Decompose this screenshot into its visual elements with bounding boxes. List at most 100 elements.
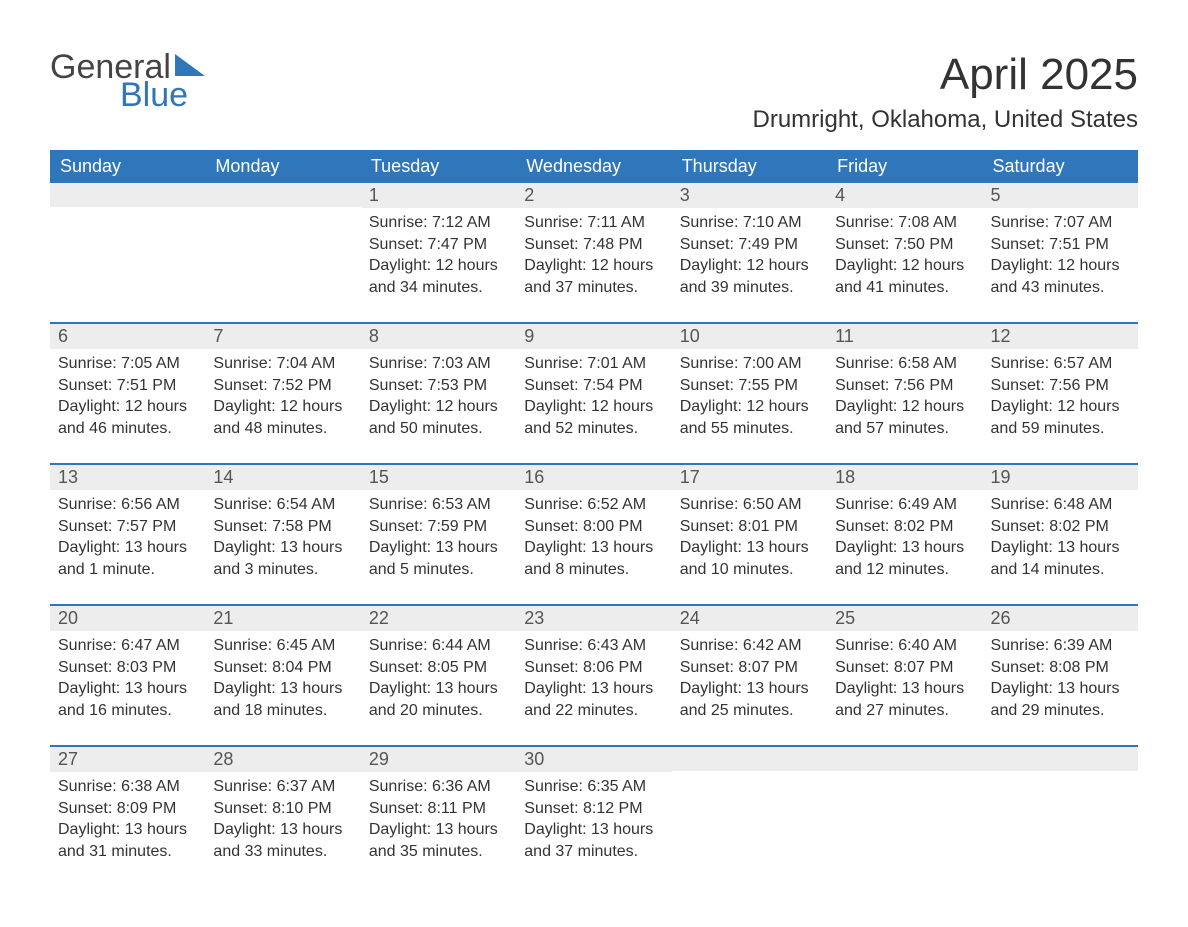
calendar-day-cell: 5Sunrise: 7:07 AMSunset: 7:51 PMDaylight… (983, 183, 1138, 323)
daylight-text: Daylight: 13 hours and 16 minutes. (58, 678, 197, 721)
calendar-day-cell: 7Sunrise: 7:04 AMSunset: 7:52 PMDaylight… (205, 324, 360, 464)
calendar-day-cell: 9Sunrise: 7:01 AMSunset: 7:54 PMDaylight… (516, 324, 671, 464)
sunset-text: Sunset: 7:52 PM (213, 375, 352, 397)
day-number: 5 (983, 183, 1138, 208)
weekday-header: Wednesday (516, 150, 671, 183)
day-number: 29 (361, 747, 516, 772)
sunset-text: Sunset: 7:48 PM (524, 234, 663, 256)
day-details: Sunrise: 6:47 AMSunset: 8:03 PMDaylight:… (50, 631, 205, 729)
sunset-text: Sunset: 8:01 PM (680, 516, 819, 538)
calendar-day-cell: 29Sunrise: 6:36 AMSunset: 8:11 PMDayligh… (361, 747, 516, 887)
day-number: 4 (827, 183, 982, 208)
day-number: 1 (361, 183, 516, 208)
day-details (50, 207, 205, 219)
day-number: 27 (50, 747, 205, 772)
daylight-text: Daylight: 13 hours and 37 minutes. (524, 819, 663, 862)
day-details (205, 207, 360, 219)
sunrise-text: Sunrise: 6:36 AM (369, 776, 508, 798)
calendar-day-cell (827, 747, 982, 887)
sunrise-text: Sunrise: 7:03 AM (369, 353, 508, 375)
day-number: 2 (516, 183, 671, 208)
sunrise-text: Sunrise: 7:05 AM (58, 353, 197, 375)
daylight-text: Daylight: 13 hours and 25 minutes. (680, 678, 819, 721)
sunrise-text: Sunrise: 7:10 AM (680, 212, 819, 234)
weekday-header: Monday (205, 150, 360, 183)
sunset-text: Sunset: 8:10 PM (213, 798, 352, 820)
day-details: Sunrise: 7:12 AMSunset: 7:47 PMDaylight:… (361, 208, 516, 306)
day-details: Sunrise: 7:01 AMSunset: 7:54 PMDaylight:… (516, 349, 671, 447)
daylight-text: Daylight: 13 hours and 35 minutes. (369, 819, 508, 862)
day-details: Sunrise: 6:42 AMSunset: 8:07 PMDaylight:… (672, 631, 827, 729)
daylight-text: Daylight: 12 hours and 50 minutes. (369, 396, 508, 439)
day-number: 18 (827, 465, 982, 490)
daylight-text: Daylight: 13 hours and 14 minutes. (991, 537, 1130, 580)
logo-word2: Blue (50, 78, 205, 112)
calendar-day-cell: 16Sunrise: 6:52 AMSunset: 8:00 PMDayligh… (516, 465, 671, 605)
day-details: Sunrise: 7:07 AMSunset: 7:51 PMDaylight:… (983, 208, 1138, 306)
sunset-text: Sunset: 7:51 PM (58, 375, 197, 397)
daylight-text: Daylight: 12 hours and 46 minutes. (58, 396, 197, 439)
day-number: 28 (205, 747, 360, 772)
sunset-text: Sunset: 7:50 PM (835, 234, 974, 256)
daylight-text: Daylight: 12 hours and 34 minutes. (369, 255, 508, 298)
daylight-text: Daylight: 12 hours and 55 minutes. (680, 396, 819, 439)
sunset-text: Sunset: 8:00 PM (524, 516, 663, 538)
sunrise-text: Sunrise: 6:58 AM (835, 353, 974, 375)
calendar-day-cell: 4Sunrise: 7:08 AMSunset: 7:50 PMDaylight… (827, 183, 982, 323)
month-title: April 2025 (753, 50, 1139, 100)
day-details (672, 771, 827, 783)
calendar-day-cell: 24Sunrise: 6:42 AMSunset: 8:07 PMDayligh… (672, 606, 827, 746)
day-number: 19 (983, 465, 1138, 490)
sunrise-text: Sunrise: 6:49 AM (835, 494, 974, 516)
sunrise-text: Sunrise: 6:54 AM (213, 494, 352, 516)
daylight-text: Daylight: 13 hours and 12 minutes. (835, 537, 974, 580)
day-details: Sunrise: 7:04 AMSunset: 7:52 PMDaylight:… (205, 349, 360, 447)
calendar-day-cell: 28Sunrise: 6:37 AMSunset: 8:10 PMDayligh… (205, 747, 360, 887)
day-details (827, 771, 982, 783)
sunrise-text: Sunrise: 7:01 AM (524, 353, 663, 375)
sunrise-text: Sunrise: 6:50 AM (680, 494, 819, 516)
day-details: Sunrise: 6:39 AMSunset: 8:08 PMDaylight:… (983, 631, 1138, 729)
sunset-text: Sunset: 7:49 PM (680, 234, 819, 256)
day-number: 16 (516, 465, 671, 490)
calendar-week-row: 1Sunrise: 7:12 AMSunset: 7:47 PMDaylight… (50, 183, 1138, 323)
day-number (205, 183, 360, 207)
sunrise-text: Sunrise: 7:00 AM (680, 353, 819, 375)
sunrise-text: Sunrise: 6:52 AM (524, 494, 663, 516)
daylight-text: Daylight: 12 hours and 59 minutes. (991, 396, 1130, 439)
day-number (983, 747, 1138, 771)
day-details: Sunrise: 6:58 AMSunset: 7:56 PMDaylight:… (827, 349, 982, 447)
sunrise-text: Sunrise: 6:40 AM (835, 635, 974, 657)
sunset-text: Sunset: 7:56 PM (991, 375, 1130, 397)
sunset-text: Sunset: 8:09 PM (58, 798, 197, 820)
calendar-week-row: 13Sunrise: 6:56 AMSunset: 7:57 PMDayligh… (50, 465, 1138, 605)
calendar-day-cell: 15Sunrise: 6:53 AMSunset: 7:59 PMDayligh… (361, 465, 516, 605)
sunrise-text: Sunrise: 6:57 AM (991, 353, 1130, 375)
day-number: 21 (205, 606, 360, 631)
day-number: 9 (516, 324, 671, 349)
sunset-text: Sunset: 8:02 PM (835, 516, 974, 538)
daylight-text: Daylight: 13 hours and 27 minutes. (835, 678, 974, 721)
sunset-text: Sunset: 7:56 PM (835, 375, 974, 397)
daylight-text: Daylight: 13 hours and 1 minute. (58, 537, 197, 580)
day-details (983, 771, 1138, 783)
sunrise-text: Sunrise: 7:12 AM (369, 212, 508, 234)
day-details: Sunrise: 6:45 AMSunset: 8:04 PMDaylight:… (205, 631, 360, 729)
sunrise-text: Sunrise: 7:11 AM (524, 212, 663, 234)
calendar-day-cell (672, 747, 827, 887)
day-details: Sunrise: 6:37 AMSunset: 8:10 PMDaylight:… (205, 772, 360, 870)
calendar-body: 1Sunrise: 7:12 AMSunset: 7:47 PMDaylight… (50, 183, 1138, 887)
sunset-text: Sunset: 8:06 PM (524, 657, 663, 679)
calendar-week-row: 6Sunrise: 7:05 AMSunset: 7:51 PMDaylight… (50, 324, 1138, 464)
calendar-day-cell: 23Sunrise: 6:43 AMSunset: 8:06 PMDayligh… (516, 606, 671, 746)
day-details: Sunrise: 6:57 AMSunset: 7:56 PMDaylight:… (983, 349, 1138, 447)
calendar-day-cell: 17Sunrise: 6:50 AMSunset: 8:01 PMDayligh… (672, 465, 827, 605)
sunrise-text: Sunrise: 6:45 AM (213, 635, 352, 657)
sunset-text: Sunset: 7:47 PM (369, 234, 508, 256)
brand-logo: General Blue (50, 50, 205, 112)
daylight-text: Daylight: 13 hours and 29 minutes. (991, 678, 1130, 721)
daylight-text: Daylight: 13 hours and 18 minutes. (213, 678, 352, 721)
sunset-text: Sunset: 7:53 PM (369, 375, 508, 397)
location-subtitle: Drumright, Oklahoma, United States (753, 106, 1139, 134)
calendar-day-cell: 25Sunrise: 6:40 AMSunset: 8:07 PMDayligh… (827, 606, 982, 746)
